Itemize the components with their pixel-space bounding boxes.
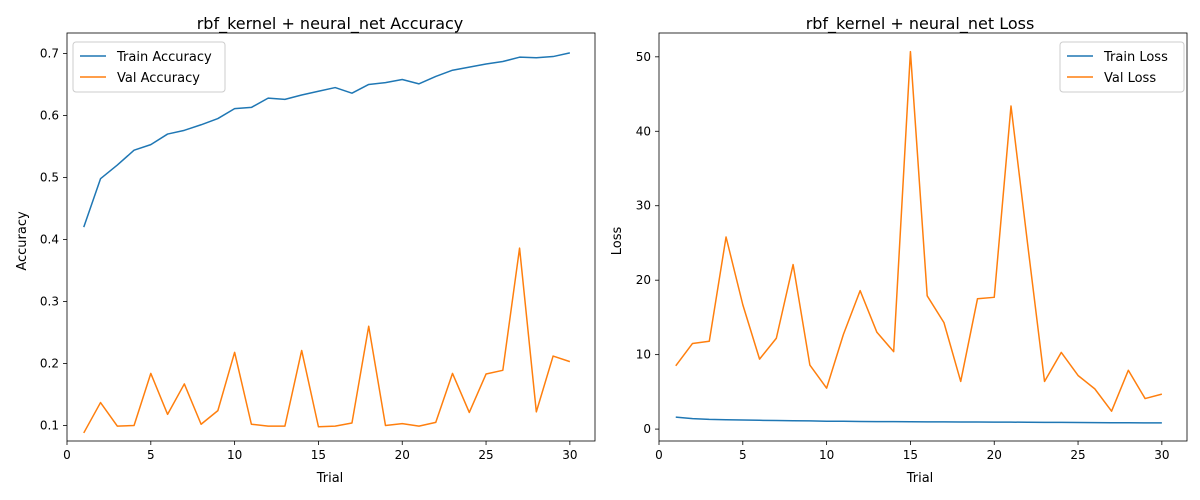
loss-y-tick-label: 0 (643, 422, 651, 436)
loss-x-tick-label: 10 (819, 448, 834, 462)
legend-label-train-accuracy: Train Accuracy (116, 50, 212, 65)
loss-y-tick-label: 10 (636, 348, 651, 362)
accuracy-x-tick-label: 10 (227, 448, 242, 462)
loss-x-tick-label: 0 (655, 448, 663, 462)
loss-x-axis-label: Trial (906, 471, 934, 486)
accuracy-y-tick-label: 0.2 (40, 356, 59, 370)
series-line-val-accuracy (83, 247, 571, 434)
accuracy-x-tick-label: 20 (395, 448, 410, 462)
accuracy-legend: Train Accuracy Val Accuracy (72, 41, 226, 93)
accuracy-x-tick-label: 5 (147, 448, 155, 462)
accuracy-y-tick-label: 0.1 (40, 418, 59, 432)
accuracy-chart: rbf_kernel + neural_net Accuracy 0 5 10 15 2… (15, 14, 596, 486)
accuracy-y-tick-label: 0.6 (40, 108, 59, 122)
accuracy-x-tick-label: 15 (311, 448, 326, 462)
loss-y-tick-label: 30 (636, 199, 651, 213)
loss-axes-frame (658, 32, 1188, 442)
loss-x-tick-label: 5 (739, 448, 747, 462)
loss-legend-box (1059, 41, 1185, 93)
loss-x-tick-label: 25 (1070, 448, 1085, 462)
loss-y-tick-label: 50 (636, 50, 651, 64)
accuracy-y-tick-label: 0.5 (40, 170, 59, 184)
loss-chart: rbf_kernel + neural_net Loss 0 5 10 15 20 25 3… (610, 14, 1188, 486)
loss-x-tick-label: 30 (1154, 448, 1169, 462)
accuracy-legend-box (72, 41, 226, 93)
accuracy-y-tick-label: 0.3 (40, 294, 59, 308)
accuracy-y-tick-label: 0.4 (40, 232, 59, 246)
accuracy-y-tick-label: 0.7 (40, 46, 59, 60)
accuracy-plot-area: 0 5 10 15 20 25 30 0.1 0.2 0.3 0.4 0.5 0.6 0.7 (40, 32, 596, 462)
loss-chart-title: rbf_kernel + neural_net Loss (806, 14, 1035, 34)
series-line-val-loss (675, 50, 1163, 412)
loss-x-tick-label: 20 (987, 448, 1002, 462)
accuracy-x-tick-label: 30 (562, 448, 577, 462)
accuracy-y-axis-label: Accuracy (15, 211, 30, 271)
legend-label-train-loss: Train Loss (1103, 50, 1168, 65)
loss-y-axis-label: Loss (610, 227, 625, 256)
accuracy-x-tick-label: 0 (63, 448, 71, 462)
loss-y-tick-label: 40 (636, 124, 651, 138)
series-line-train-accuracy (83, 52, 571, 228)
accuracy-chart-title: rbf_kernel + neural_net Accuracy (197, 14, 464, 34)
loss-x-tick-label: 15 (903, 448, 918, 462)
legend-label-val-loss: Val Loss (1104, 71, 1156, 86)
loss-legend: Train Loss Val Loss (1059, 41, 1185, 93)
legend-label-val-accuracy: Val Accuracy (117, 71, 200, 86)
accuracy-axes-frame (66, 32, 596, 442)
accuracy-x-tick-label: 25 (478, 448, 493, 462)
series-line-train-loss (675, 416, 1162, 424)
loss-y-tick-label: 20 (636, 273, 651, 287)
accuracy-x-axis-label: Trial (316, 471, 344, 486)
loss-plot-area: 0 5 10 15 20 25 30 0 10 20 30 40 50 (636, 32, 1188, 462)
